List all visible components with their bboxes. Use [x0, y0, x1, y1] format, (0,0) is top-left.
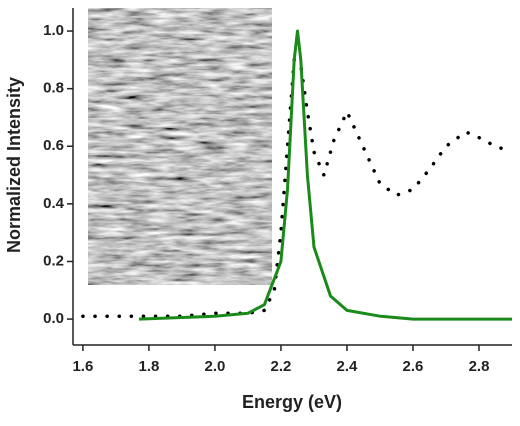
- y-tick-label: 0.4: [43, 195, 65, 212]
- x-tick-label: 2.0: [205, 358, 226, 375]
- x-axis-title: Energy (eV): [242, 392, 342, 412]
- y-tick-label: 0.6: [43, 137, 64, 154]
- y-tick-label: 1.0: [43, 22, 64, 39]
- inset-image: [88, 8, 272, 285]
- x-tick-label: 2.4: [337, 358, 359, 375]
- x-tick-label: 1.6: [72, 358, 93, 375]
- series-line: [138, 29, 512, 321]
- y-axis-title: Normalized Intensity: [4, 77, 24, 253]
- y-tick-label: 0.2: [43, 252, 64, 269]
- x-tick-label: 2.2: [271, 358, 292, 375]
- x-tick-label: 2.8: [469, 358, 490, 375]
- series-line: [81, 58, 514, 318]
- x-tick-label: 2.6: [403, 358, 424, 375]
- y-tick-label: 0.8: [43, 80, 64, 97]
- y-tick-label: 0.0: [43, 310, 64, 327]
- x-tick-label: 1.8: [138, 358, 159, 375]
